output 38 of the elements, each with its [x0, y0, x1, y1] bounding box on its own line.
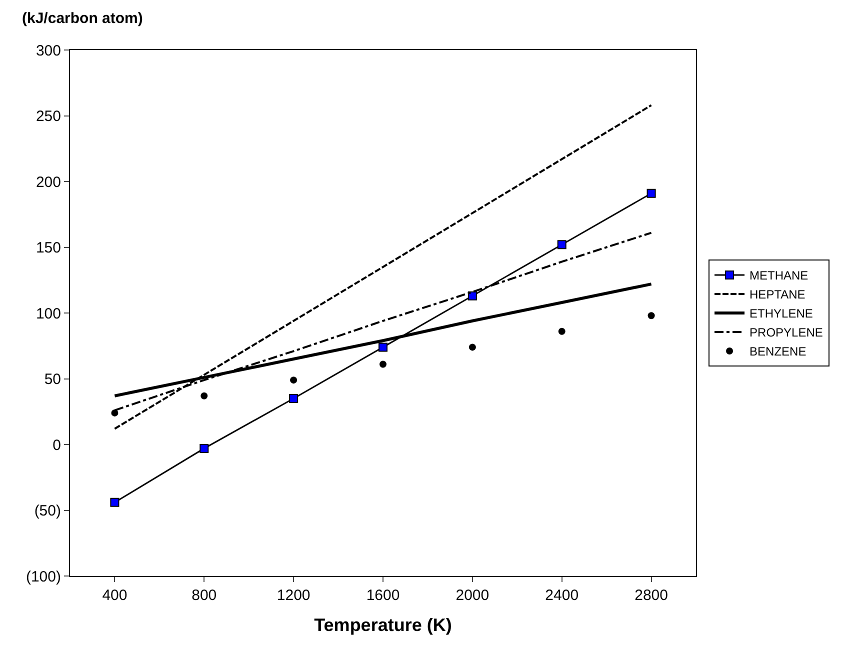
- y-tick-label: 50: [44, 371, 61, 388]
- x-tick-label: 2400: [545, 587, 579, 604]
- point: [557, 240, 566, 250]
- x-tick-label: 800: [192, 587, 217, 604]
- legend-label: ETHYLENE: [750, 306, 813, 321]
- x-tick-label: 1200: [276, 587, 310, 604]
- line-series: [114, 104, 652, 430]
- point: [468, 344, 476, 351]
- point: [646, 188, 656, 198]
- point: [200, 392, 208, 400]
- point: [648, 312, 655, 320]
- legend-label: PROPYLENE: [750, 326, 823, 340]
- point: [289, 394, 298, 403]
- point: [290, 376, 298, 384]
- y-tick-label: 150: [36, 240, 61, 256]
- y-tick-label: (50): [34, 502, 61, 520]
- y-tick-label: 100: [36, 305, 61, 322]
- y-tick-label: 0: [52, 436, 61, 454]
- point: [380, 360, 386, 368]
- point: [468, 291, 477, 300]
- legend-label: BENZENE: [750, 344, 806, 359]
- x-tick-label: 400: [102, 587, 128, 604]
- y-tick-label: 300: [36, 42, 61, 60]
- point: [200, 444, 209, 453]
- point: [378, 342, 388, 352]
- x-tick-label: 1600: [366, 587, 400, 604]
- y-tick-label: 200: [36, 174, 61, 191]
- y-tick-label: 250: [36, 108, 61, 125]
- legend-label: METHANE: [750, 268, 808, 283]
- x-tick-label: 2000: [456, 587, 490, 604]
- point: [558, 328, 566, 335]
- y-axis-title: (kJ/carbon atom): [22, 10, 143, 27]
- y-tick-label: (100): [26, 568, 61, 586]
- point: [111, 409, 118, 416]
- x-tick-label: 2800: [634, 587, 668, 604]
- point: [110, 498, 120, 507]
- legend-label: HEPTANE: [750, 288, 806, 302]
- x-axis-title: Temperature (K): [314, 615, 452, 636]
